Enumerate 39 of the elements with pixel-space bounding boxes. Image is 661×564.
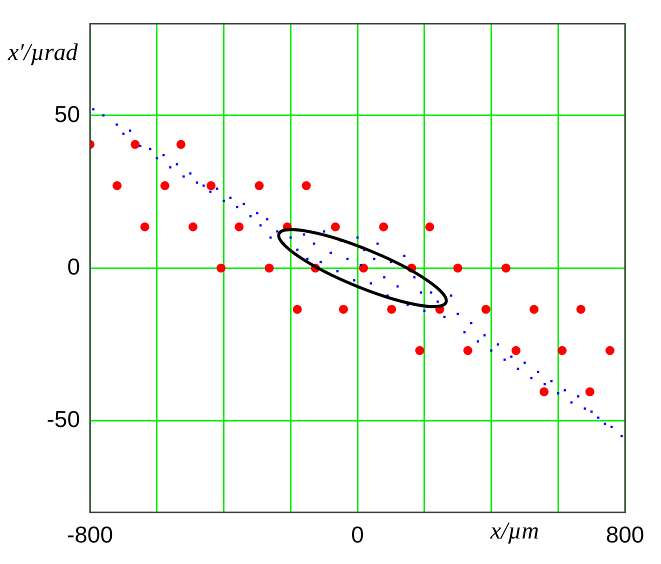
point	[425, 222, 434, 232]
point	[605, 346, 614, 356]
point	[264, 264, 274, 273]
point	[576, 304, 586, 314]
point	[415, 346, 424, 356]
point	[216, 264, 226, 273]
point	[338, 304, 348, 314]
point	[463, 346, 472, 356]
point	[234, 222, 244, 232]
point	[302, 181, 311, 190]
point	[292, 304, 302, 314]
point	[558, 346, 567, 356]
point	[140, 222, 150, 232]
point	[206, 181, 216, 190]
point	[130, 140, 140, 149]
point	[359, 264, 368, 273]
point	[481, 304, 490, 314]
x-tick-label: -800	[66, 522, 114, 548]
point	[453, 264, 462, 273]
point	[585, 387, 594, 396]
point	[254, 181, 264, 190]
point	[540, 387, 549, 396]
point	[387, 304, 396, 314]
y-axis-title: x′/µrad	[7, 40, 79, 66]
point	[379, 222, 388, 232]
x-axis-title: x/µm	[489, 518, 539, 545]
point	[511, 346, 520, 356]
y-tick-label: 50	[54, 100, 80, 127]
point	[188, 222, 198, 232]
y-tick-label: -50	[46, 406, 80, 432]
point	[112, 181, 122, 190]
point	[501, 264, 510, 273]
point	[176, 140, 186, 149]
point	[160, 181, 170, 190]
x-tick-label: 800	[606, 522, 644, 548]
y-tick-label: 0	[67, 253, 80, 280]
point	[530, 304, 539, 314]
point	[330, 222, 340, 232]
x-tick-label: 0	[351, 522, 364, 548]
